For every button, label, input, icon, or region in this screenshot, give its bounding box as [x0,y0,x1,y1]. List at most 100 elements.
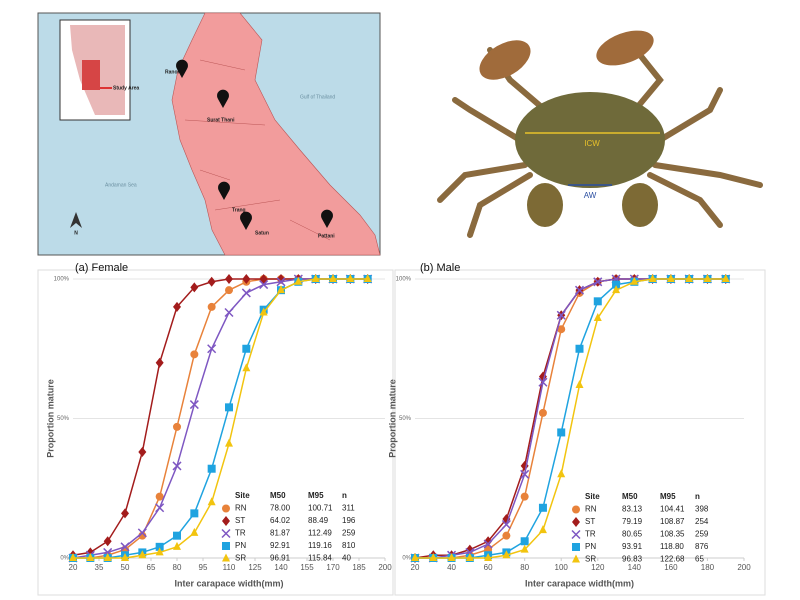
point [190,282,199,293]
table-header: Site [235,491,250,500]
point [593,313,602,322]
table-header: M50 [622,492,638,501]
point [593,277,603,287]
x-tick-label: 140 [274,563,288,572]
point [189,400,199,410]
point [520,544,529,553]
panel-label: (b) Male [420,262,460,274]
point [411,553,419,561]
x-tick-label: 170 [326,563,340,572]
legend-label: ST [585,517,595,526]
legend-marker [572,505,580,514]
table-cell: 83.13 [622,505,643,514]
y-axis-title: Proportion mature [387,379,397,458]
y-tick-label: 50% [57,416,70,422]
x-tick-label: 20 [411,563,420,572]
point [575,344,584,353]
legend-marker [222,542,230,550]
legend-label: SR [235,554,246,563]
point [277,285,285,294]
x-tick-label: 60 [484,563,493,572]
point [465,553,474,561]
point [346,274,355,282]
point [172,461,182,471]
x-tick-label: 80 [173,563,182,572]
plot-frame [37,269,394,596]
point [502,513,511,524]
point [612,285,621,294]
table-cell: 122.68 [660,555,685,564]
point [242,363,251,372]
point [556,310,566,320]
x-tick-label: 180 [701,563,715,572]
x-tick-label: 120 [591,563,605,572]
plot-frame [394,269,766,596]
table-header: n [695,492,700,501]
point [120,542,130,552]
point [574,285,585,295]
legend-label: ST [235,516,245,525]
table-cell: 92.91 [270,541,291,550]
point [207,276,216,287]
x-axis-title: Inter carapace width(mm) [525,578,634,588]
point [447,553,456,561]
point [173,541,181,550]
point [593,297,602,306]
point [703,274,712,282]
point [103,536,112,547]
map-label: Satun [255,230,269,236]
point [207,302,216,311]
table-cell: 79.19 [622,517,643,526]
point [329,274,337,282]
point [557,428,566,437]
table-cell: 64.02 [270,516,291,525]
table-cell: 108.87 [660,517,685,526]
point [685,274,694,282]
point [501,519,511,530]
point [225,438,233,447]
table-cell: 810 [342,541,356,550]
point [538,377,548,387]
y-tick-label: 50% [399,416,412,422]
y-tick-label: 0% [402,556,411,562]
sea-label: Andaman Sea [105,182,137,188]
map: Study Area N Ranong Surat Thani Trang Sa… [37,12,381,256]
table-cell: 78.00 [270,504,291,513]
point [429,553,438,561]
point [207,464,216,473]
crab-photo: ICW AW [437,30,763,238]
map-label: Trang [232,207,246,213]
curve [72,278,368,556]
table-cell: 876 [695,542,709,551]
table-cell: 65 [695,555,704,564]
table-cell: 100.71 [308,504,333,513]
point [259,280,269,290]
table-cell: 40 [342,554,351,563]
point [276,277,286,287]
panel-label: (a) Female [75,262,128,274]
curve [415,278,726,559]
table-cell: 88.49 [308,516,329,525]
point [259,307,268,316]
point [207,344,217,354]
point [484,553,493,561]
legend-label: RN [585,505,597,514]
point [190,509,199,518]
table-cell: 96.83 [622,555,643,564]
table-cell: 118.80 [660,542,684,551]
table-header: Site [585,492,600,501]
point [294,276,303,285]
legend-marker [222,516,230,526]
x-tick-label: 110 [223,563,236,572]
point [242,274,251,284]
y-tick-label: 100% [396,277,412,283]
point [155,357,164,368]
x-tick-label: 160 [664,563,678,572]
table-cell: 112.49 [308,529,332,538]
table-header: M95 [308,491,324,500]
x-tick-label: 80 [520,563,529,572]
sea-label: Gulf of Thailand [300,94,335,100]
point [612,280,621,289]
point [103,553,112,561]
map-label: Ranong [165,69,184,75]
